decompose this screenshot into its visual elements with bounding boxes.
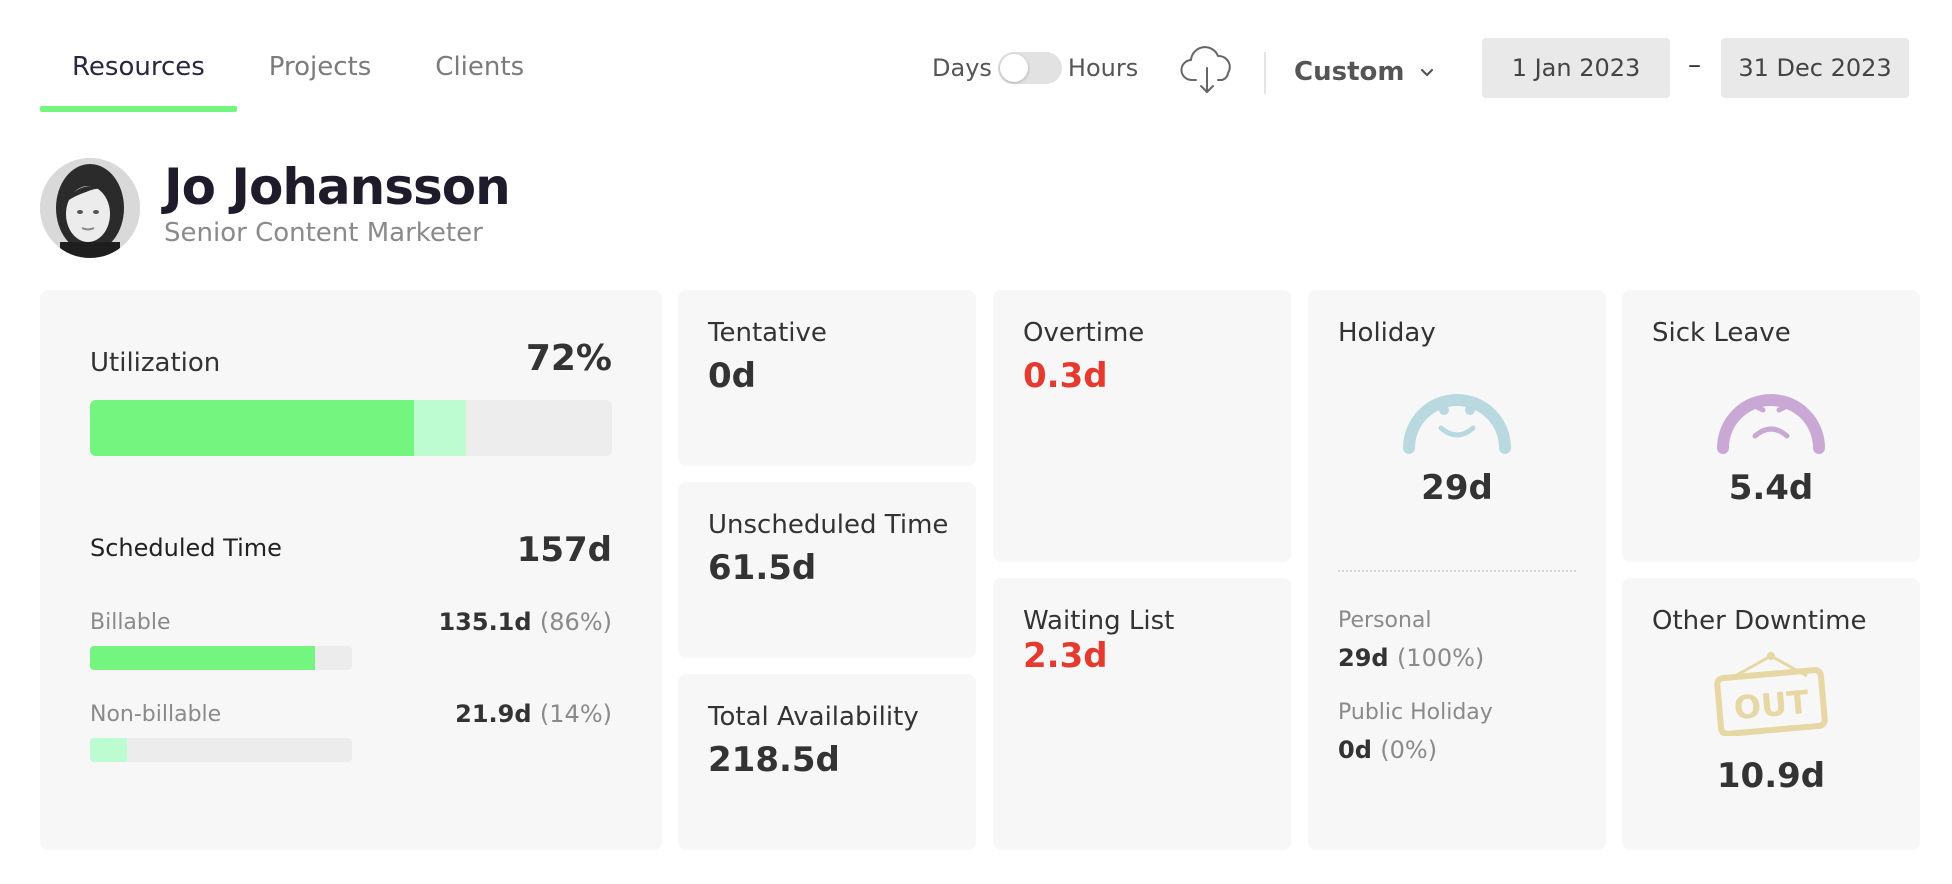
billable-label: Billable bbox=[90, 610, 171, 635]
switch-knob bbox=[999, 54, 1028, 82]
utilization-nonbillable-segment bbox=[413, 400, 466, 456]
waiting-list-value: 2.3d bbox=[1023, 636, 1108, 676]
tab-clients[interactable]: Clients bbox=[435, 52, 525, 82]
other-downtime-card: Other Downtime OUT 10.9d bbox=[1622, 578, 1920, 850]
toolbar-divider bbox=[1264, 52, 1266, 94]
tab-projects[interactable]: Projects bbox=[268, 52, 372, 82]
billable-bar bbox=[90, 646, 352, 670]
nonbillable-days: 21.9d bbox=[455, 700, 532, 728]
nonbillable-bar-fill bbox=[90, 738, 127, 762]
sick-leave-value: 5.4d bbox=[1728, 468, 1814, 508]
holiday-divider bbox=[1338, 570, 1576, 572]
billable-bar-fill bbox=[90, 646, 316, 670]
holiday-public-label: Public Holiday bbox=[1338, 700, 1493, 725]
waiting-list-card: Waiting List 2.3d bbox=[993, 578, 1291, 850]
waiting-list-title: Waiting List bbox=[1023, 606, 1175, 636]
avatar bbox=[40, 158, 140, 258]
out-sign-icon: OUT bbox=[1714, 652, 1828, 736]
unscheduled-value: 61.5d bbox=[708, 548, 817, 588]
date-to-field[interactable]: 31 Dec 2023 bbox=[1721, 38, 1909, 98]
overtime-value: 0.3d bbox=[1023, 356, 1108, 396]
unit-toggle: Days Hours bbox=[932, 52, 1138, 84]
tab-resources[interactable]: Resources bbox=[40, 40, 237, 112]
tentative-card: Tentative 0d bbox=[678, 290, 976, 466]
availability-value: 218.5d bbox=[708, 740, 840, 780]
utilization-bar bbox=[90, 400, 612, 456]
holiday-personal-pct: (100%) bbox=[1396, 644, 1485, 672]
holiday-card: Holiday 29d Personal 29d (100%) Public H… bbox=[1308, 290, 1606, 850]
holiday-personal-value: 29d (100%) bbox=[1338, 644, 1484, 672]
days-hours-switch[interactable] bbox=[997, 52, 1062, 84]
holiday-title: Holiday bbox=[1338, 318, 1436, 348]
holiday-public-value: 0d (0%) bbox=[1338, 736, 1437, 764]
cloud-download-icon[interactable] bbox=[1180, 46, 1238, 96]
tentative-value: 0d bbox=[708, 356, 756, 396]
sad-face-icon bbox=[1717, 394, 1825, 454]
other-downtime-value: 10.9d bbox=[1716, 756, 1826, 796]
holiday-value: 29d bbox=[1421, 468, 1493, 508]
days-label: Days bbox=[932, 54, 992, 82]
nonbillable-bar bbox=[90, 738, 352, 762]
tentative-title: Tentative bbox=[708, 318, 827, 348]
billable-pct: (86%) bbox=[539, 608, 612, 636]
sick-leave-title: Sick Leave bbox=[1652, 318, 1791, 348]
smiley-face-icon bbox=[1403, 394, 1511, 454]
other-downtime-title: Other Downtime bbox=[1652, 606, 1867, 636]
range-select-value: Custom bbox=[1294, 57, 1405, 87]
billable-days: 135.1d bbox=[438, 608, 532, 636]
holiday-personal-days: 29d bbox=[1338, 644, 1389, 672]
holiday-public-days: 0d bbox=[1338, 736, 1372, 764]
scheduled-time-title: Scheduled Time bbox=[90, 534, 282, 562]
utilization-title: Utilization bbox=[90, 348, 221, 378]
nonbillable-value: 21.9d (14%) bbox=[455, 700, 612, 728]
availability-card: Total Availability 218.5d bbox=[678, 674, 976, 850]
nonbillable-label: Non-billable bbox=[90, 702, 222, 727]
date-from-field[interactable]: 1 Jan 2023 bbox=[1482, 38, 1670, 98]
utilization-card: Utilization 72% Scheduled Time 157d Bill… bbox=[40, 290, 662, 850]
availability-title: Total Availability bbox=[708, 702, 919, 732]
unscheduled-card: Unscheduled Time 61.5d bbox=[678, 482, 976, 658]
out-sign-text: OUT bbox=[1732, 683, 1810, 727]
chevron-down-icon bbox=[1421, 68, 1434, 77]
person-role: Senior Content Marketer bbox=[164, 218, 483, 248]
nonbillable-pct: (14%) bbox=[539, 700, 612, 728]
unscheduled-title: Unscheduled Time bbox=[708, 510, 949, 540]
view-tabs: Resources Projects Clients bbox=[40, 40, 556, 112]
holiday-public-pct: (0%) bbox=[1380, 736, 1438, 764]
overtime-title: Overtime bbox=[1023, 318, 1145, 348]
hours-label: Hours bbox=[1067, 54, 1139, 82]
date-separator: – bbox=[1688, 50, 1701, 80]
holiday-personal-label: Personal bbox=[1338, 608, 1432, 633]
overtime-card: Overtime 0.3d bbox=[993, 290, 1291, 562]
scheduled-time-value: 157d bbox=[516, 530, 612, 570]
range-select[interactable]: Custom bbox=[1294, 52, 1438, 92]
utilization-billable-segment bbox=[90, 400, 414, 456]
sick-leave-card: Sick Leave 5.4d bbox=[1622, 290, 1920, 562]
utilization-value: 72% bbox=[525, 338, 612, 379]
person-name: Jo Johansson bbox=[164, 158, 511, 216]
billable-value: 135.1d (86%) bbox=[438, 608, 612, 636]
